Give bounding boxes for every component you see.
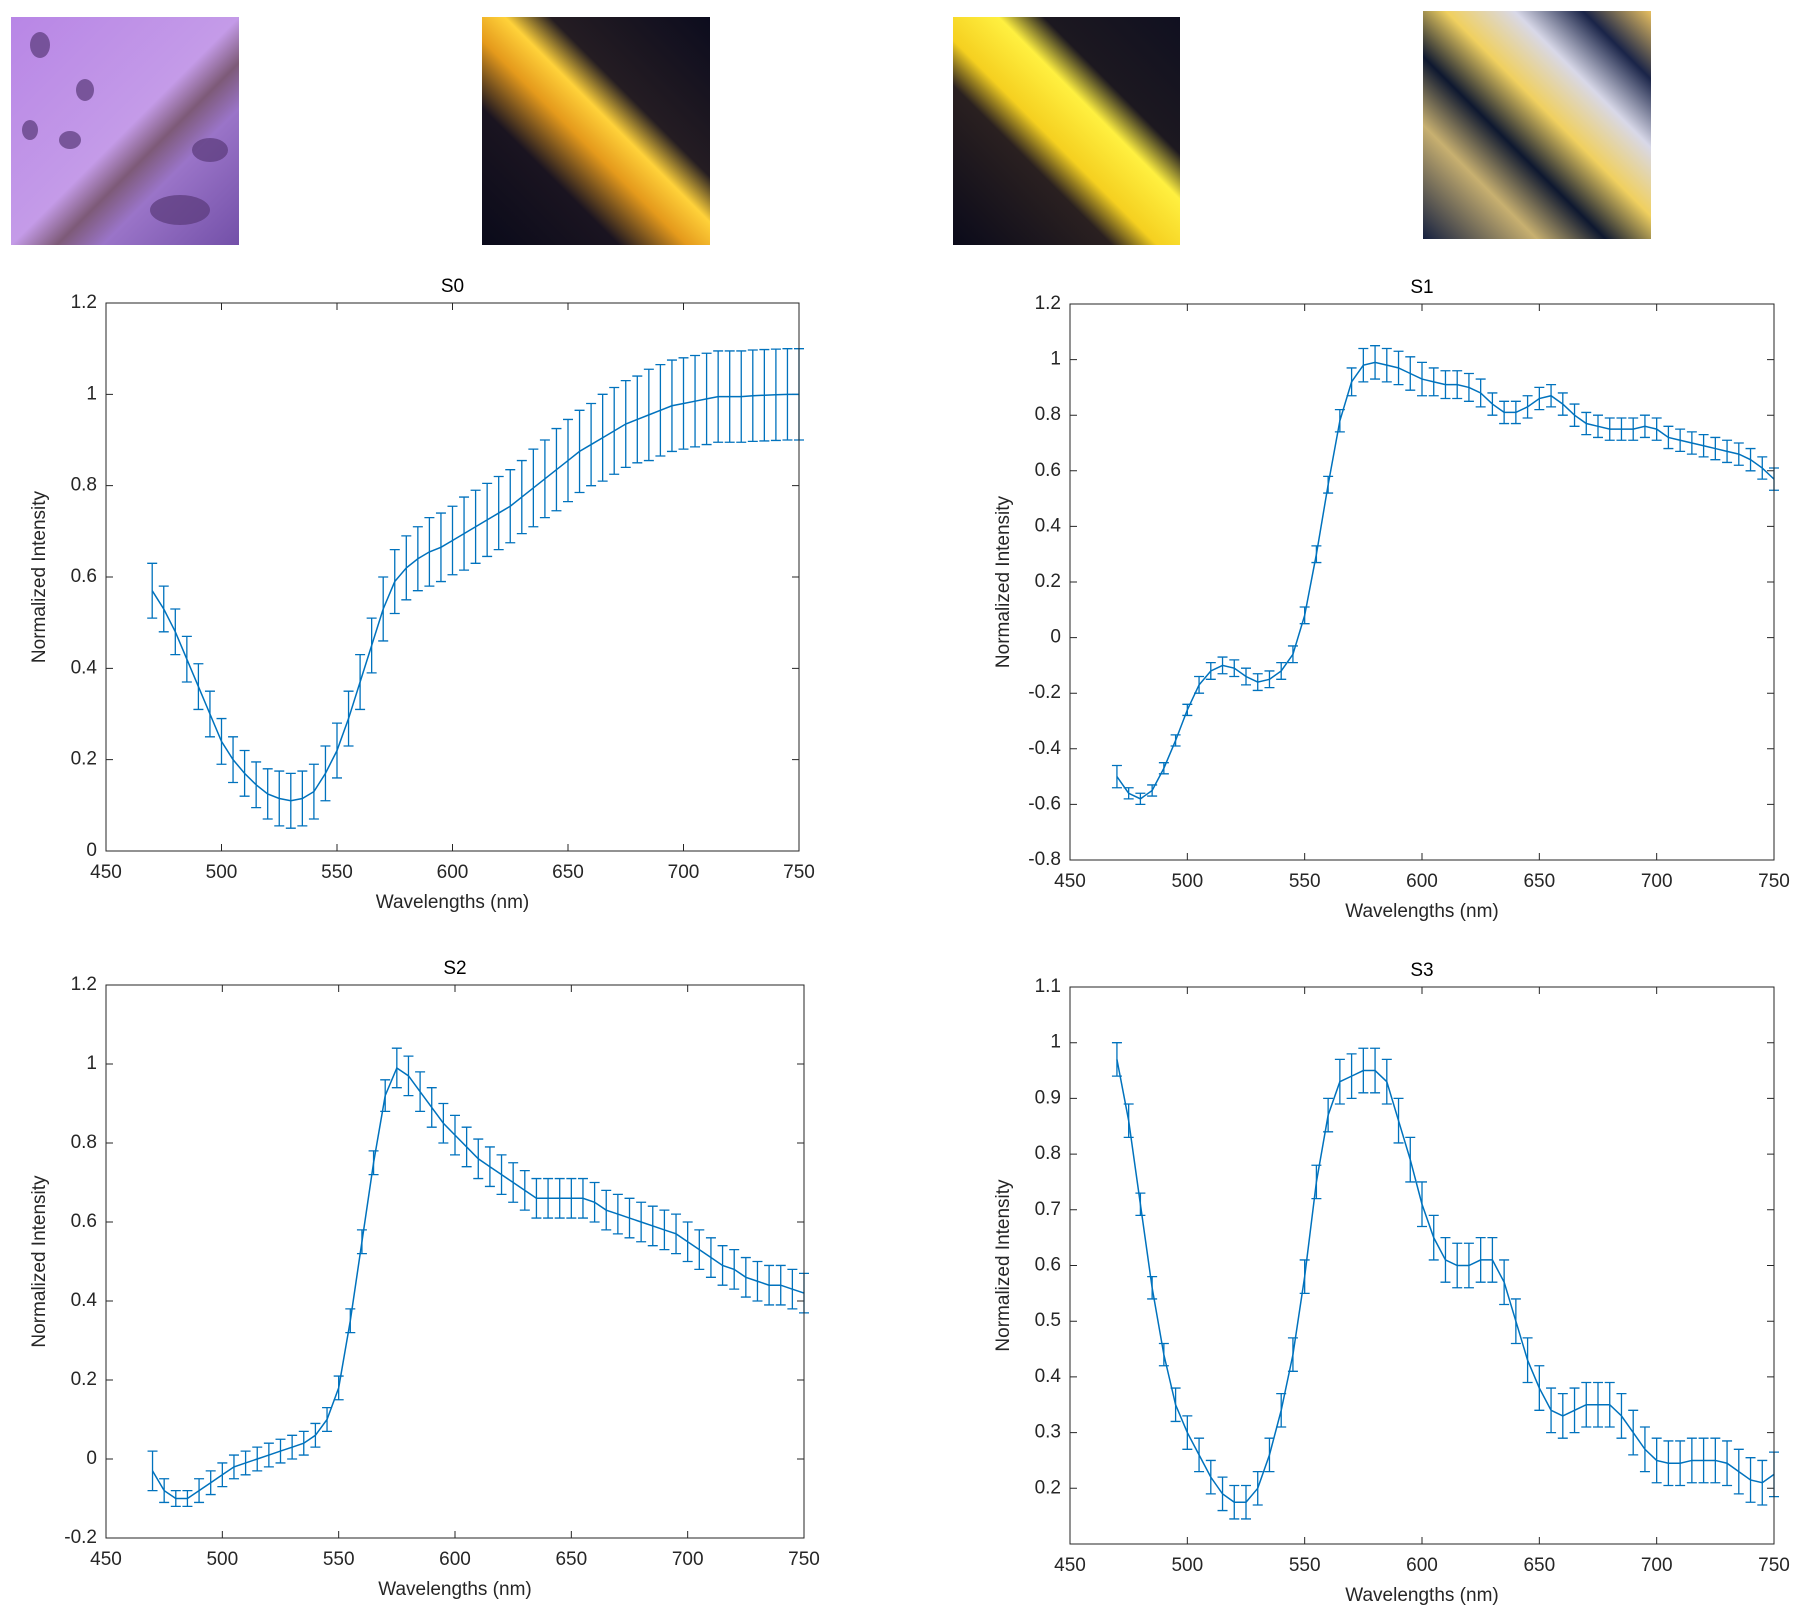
y-tick-label: 0.7	[1035, 1199, 1061, 1220]
image-texture	[22, 32, 228, 225]
x-tick-label: 450	[90, 1549, 122, 1570]
x-tick-label: 650	[1523, 1555, 1555, 1576]
y-tick-label: 1	[86, 383, 97, 404]
chart-title: S2	[443, 958, 466, 979]
x-tick-label: 500	[1171, 1555, 1203, 1576]
y-tick-label: 0.2	[71, 1369, 97, 1390]
y-tick-label: -0.2	[64, 1527, 97, 1548]
x-tick-label: 750	[783, 862, 815, 883]
y-tick-label: -0.2	[1028, 682, 1061, 703]
y-tick-label: 0.5	[1035, 1310, 1061, 1331]
x-axis-label: Wavelengths (nm)	[378, 1579, 531, 1600]
y-tick-label: -0.6	[1028, 793, 1061, 814]
y-tick-label: 0.4	[71, 657, 98, 678]
x-tick-label: 750	[788, 1549, 820, 1570]
data-line	[1116, 361, 1775, 800]
x-tick-label: 450	[90, 862, 122, 883]
y-tick-label: 0	[1050, 627, 1061, 648]
y-tick-label: 0.3	[1035, 1422, 1061, 1443]
axes-box	[105, 984, 805, 1539]
x-tick-label: 750	[1758, 1555, 1790, 1576]
chart-title: S1	[1410, 277, 1433, 298]
x-tick-label: 750	[1758, 871, 1790, 892]
y-tick-label: 1.2	[71, 974, 97, 995]
y-tick-label: 0.8	[71, 1132, 97, 1153]
x-tick-label: 700	[1641, 1555, 1673, 1576]
y-tick-label: 1	[86, 1053, 97, 1074]
axes-box	[105, 302, 800, 852]
x-tick-label: 550	[323, 1549, 355, 1570]
plot-area	[1070, 304, 1774, 860]
y-tick-label: 1.2	[1035, 293, 1061, 314]
subplot: 450 500 550 600 650 700 750 -0.8 -0.6 -0.4 -0.2 0 0.…	[993, 277, 1790, 922]
y-tick-label: 0.4	[1035, 1366, 1062, 1387]
y-tick-label: 0.8	[1035, 404, 1061, 425]
y-tick-label: 0.4	[71, 1290, 98, 1311]
s1-image	[953, 17, 1180, 245]
axes-box	[1069, 303, 1775, 861]
y-tick-label: 0.2	[1035, 1477, 1061, 1498]
y-axis-label: Normalized Intensity	[993, 1179, 1014, 1352]
x-tick-label: 700	[672, 1549, 704, 1570]
error-bar	[1111, 764, 1122, 789]
y-axis-label: Normalized Intensity	[993, 495, 1014, 668]
image-row	[11, 11, 1651, 245]
y-axis-label: Normalized Intensity	[29, 1175, 50, 1348]
x-tick-label: 500	[206, 862, 238, 883]
y-tick-label: 1	[1050, 349, 1061, 370]
x-axis-label: Wavelengths (nm)	[1345, 1585, 1498, 1606]
y-tick-label: 0	[86, 1448, 97, 1469]
y-tick-label: 0.6	[1035, 460, 1061, 481]
subplot: 450 500 550 600 650 700 750 -0.2 0 0.2 0.4 0.6 0.8 1 1…	[29, 958, 820, 1600]
s0-image	[482, 17, 710, 245]
x-tick-label: 550	[1289, 1555, 1321, 1576]
x-axis-label: Wavelengths (nm)	[376, 892, 529, 913]
y-tick-label: 0.2	[71, 749, 97, 770]
y-tick-label: 1	[1050, 1032, 1061, 1053]
x-tick-label: 500	[1171, 871, 1203, 892]
x-tick-label: 600	[1406, 871, 1438, 892]
y-tick-label: -0.8	[1028, 849, 1061, 870]
x-tick-label: 450	[1054, 1555, 1086, 1576]
y-tick-label: -0.4	[1028, 738, 1061, 759]
y-tick-label: 0.6	[71, 566, 97, 587]
y-tick-label: 0.8	[1035, 1143, 1061, 1164]
x-axis-label: Wavelengths (nm)	[1345, 901, 1498, 922]
error-bar	[147, 1450, 158, 1492]
data-line	[151, 393, 799, 802]
data-line	[1116, 1059, 1775, 1503]
x-tick-label: 450	[1054, 871, 1086, 892]
y-tick-label: 0.8	[71, 475, 97, 496]
y-tick-label: 0	[86, 840, 97, 861]
y-tick-label: 0.4	[1035, 515, 1062, 536]
y-tick-label: 0.6	[71, 1211, 97, 1232]
data-line	[151, 1066, 805, 1500]
x-tick-label: 550	[1289, 871, 1321, 892]
x-tick-label: 600	[439, 1549, 471, 1570]
y-axis-label: Normalized Intensity	[29, 490, 50, 663]
y-tick-label: 0.2	[1035, 571, 1061, 592]
y-tick-label: 0.9	[1035, 1087, 1061, 1108]
subplot: 450 500 550 600 650 700 750 0 0.2 0.4 0.6 0.8 1 1.2 S0…	[29, 276, 815, 913]
subplot: 450 500 550 600 650 700 750 0.2 0.3 0.4 0.5 0.6 0.7 0…	[993, 960, 1790, 1606]
y-tick-label: 0.6	[1035, 1255, 1061, 1276]
x-tick-label: 550	[321, 862, 353, 883]
x-tick-label: 700	[668, 862, 700, 883]
x-tick-label: 650	[552, 862, 584, 883]
chart-title: S0	[441, 276, 464, 297]
x-tick-label: 650	[1523, 871, 1555, 892]
x-tick-label: 700	[1641, 871, 1673, 892]
axes-box	[1069, 986, 1775, 1545]
x-tick-label: 650	[555, 1549, 587, 1570]
y-tick-label: 1.1	[1035, 976, 1061, 997]
s2-image	[1423, 11, 1651, 239]
chart-title: S3	[1410, 960, 1433, 981]
x-tick-label: 600	[437, 862, 469, 883]
y-tick-label: 1.2	[71, 292, 97, 313]
x-tick-label: 600	[1406, 1555, 1438, 1576]
x-tick-label: 500	[206, 1549, 238, 1570]
